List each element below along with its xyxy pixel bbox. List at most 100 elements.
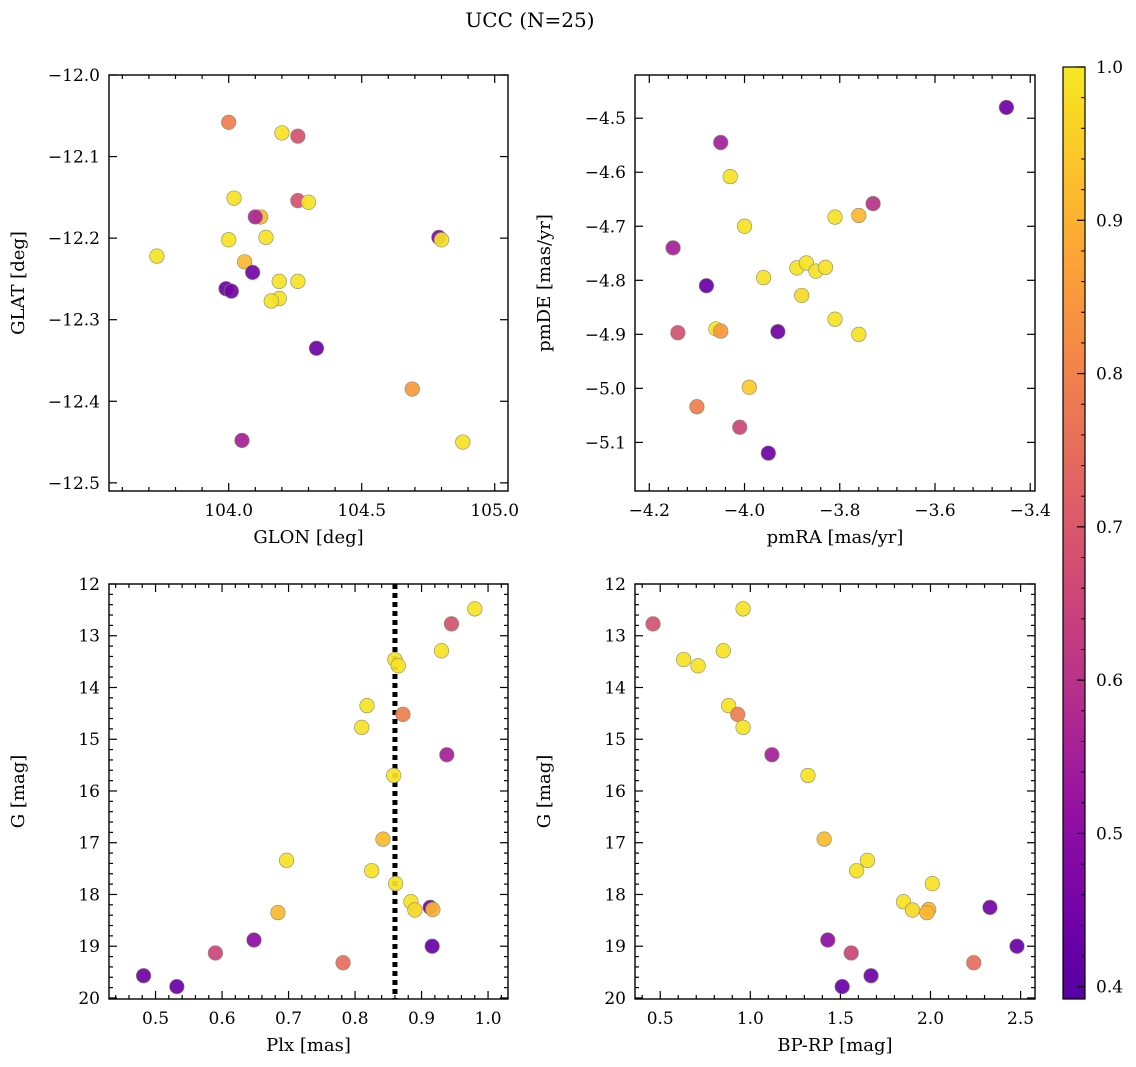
x-axis-label: pmRA [mas/yr] (767, 527, 904, 548)
data-point (722, 168, 738, 185)
axes-frame (108, 74, 509, 492)
panel-glon-glat: 104.0 104.5 105.0 −12.0 −12.1 −12.2 −12.3 −12.4… (8, 66, 519, 548)
data-point (689, 399, 705, 415)
axes-frame (108, 583, 509, 1000)
data-point (982, 899, 998, 916)
data-point (364, 863, 380, 879)
data-point (817, 259, 834, 275)
axes-frame (634, 583, 1036, 1000)
data-point (354, 719, 370, 735)
data-point (424, 938, 440, 954)
y-axis-label: pmDE [mas/yr] (534, 214, 555, 352)
y-tick-label: 12 (78, 575, 100, 595)
data-point (827, 209, 843, 225)
colorbar-tick-label: 0.7 (1096, 518, 1123, 538)
y-tick-label: −4.7 (585, 217, 626, 237)
panel-bprp-g: 0.5 1.0 1.5 2.0 2.5 12 13 14 15 16 17 18 19 20 BP-RP [… (534, 575, 1036, 1056)
data-point (924, 876, 940, 892)
data-point (467, 601, 483, 617)
x-tick-label: 0.6 (209, 1009, 236, 1029)
data-point (270, 904, 286, 921)
data-point (665, 240, 681, 256)
data-point (645, 616, 661, 632)
data-point (290, 128, 306, 144)
x-tick-label: 1.5 (827, 1009, 854, 1029)
data-point (207, 945, 223, 961)
x-axis-label: GLON [deg] (253, 527, 363, 548)
data-point (966, 955, 982, 971)
y-tick-label: 16 (78, 782, 100, 802)
y-tick-label: 16 (604, 782, 626, 802)
colorbar-tick-label: 0.4 (1096, 978, 1123, 998)
data-point (149, 248, 165, 264)
data-point (404, 381, 420, 397)
data-point (375, 831, 391, 847)
colorbar-tick-label: 0.9 (1096, 211, 1123, 231)
data-point (676, 651, 692, 668)
x-tick-label: 0.5 (142, 1009, 169, 1029)
data-point (425, 901, 441, 918)
data-point (455, 434, 471, 450)
y-tick-label: −4.6 (585, 163, 626, 183)
data-point (407, 902, 423, 918)
x-tick-label: 2.5 (1007, 1009, 1034, 1029)
data-point (865, 195, 881, 212)
data-point (223, 283, 239, 299)
y-tick-label: −5.1 (585, 433, 626, 453)
data-point (670, 325, 686, 341)
y-tick-label: 20 (604, 989, 626, 1009)
x-tick-label: 2.0 (917, 1009, 944, 1029)
y-tick-label: 12 (604, 575, 626, 595)
data-point (904, 902, 921, 918)
data-point (851, 207, 867, 224)
data-point (395, 706, 411, 722)
data-point (732, 419, 748, 435)
data-point (263, 293, 279, 309)
x-tick-label: 1.0 (737, 1009, 764, 1029)
data-point (226, 190, 242, 206)
x-axis-label: Plx [mas] (266, 1035, 351, 1056)
data-point (386, 767, 402, 784)
x-tick-label: −3.8 (819, 501, 860, 521)
data-point (221, 114, 237, 130)
y-axis-label: G [mag] (534, 755, 555, 828)
data-point (433, 643, 450, 659)
data-point (998, 99, 1015, 116)
data-point (736, 218, 753, 234)
data-point (800, 767, 816, 784)
y-axis-label: G [mag] (8, 755, 29, 828)
data-point (290, 273, 306, 289)
data-point (863, 968, 879, 984)
data-point (859, 852, 876, 868)
data-point (834, 978, 850, 995)
data-point (274, 125, 290, 141)
data-point (713, 323, 729, 339)
y-axis-label: GLAT [deg] (8, 231, 29, 335)
x-tick-label: 104.0 (204, 501, 253, 521)
y-tick-label: −5.0 (585, 379, 626, 399)
y-tick-label: 19 (604, 937, 626, 957)
y-tick-label: 17 (78, 834, 100, 854)
y-tick-label: 20 (78, 989, 100, 1009)
data-point (770, 324, 786, 340)
data-point (827, 311, 843, 327)
data-point (843, 945, 859, 961)
data-point (335, 955, 351, 971)
data-point (730, 706, 746, 722)
colorbar-gradient (1062, 66, 1086, 1000)
data-point (308, 340, 325, 356)
y-tick-label: 13 (78, 627, 100, 647)
x-tick-label: −3.4 (1010, 501, 1051, 521)
data-point (221, 232, 237, 248)
data-point (713, 134, 729, 151)
data-point (300, 194, 317, 210)
y-tick-label: 14 (604, 678, 626, 698)
y-tick-label: 18 (78, 885, 100, 905)
x-tick-label: 0.7 (275, 1009, 302, 1029)
data-point (443, 616, 460, 632)
y-tick-label: 14 (78, 678, 100, 698)
x-tick-label: 0.9 (408, 1009, 435, 1029)
data-point (1009, 938, 1025, 954)
x-tick-label: −3.6 (914, 501, 955, 521)
panel-pm: −4.2 −4.0 −3.8 −3.6 −3.4 −4.5 −4.6 −4.7 −4.8 −4.9… (534, 74, 1051, 548)
